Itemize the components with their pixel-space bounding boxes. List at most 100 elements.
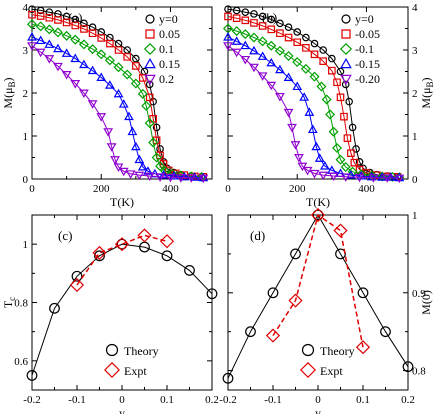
data-point	[36, 12, 45, 20]
data-point	[224, 12, 232, 21]
data-point	[368, 174, 379, 183]
data-point	[402, 361, 414, 373]
data-point	[80, 19, 88, 28]
y-axis-label-main: M(0)	[419, 290, 433, 315]
data-point	[87, 65, 98, 75]
y-tick-label: 0.6	[14, 356, 28, 368]
data-point	[302, 33, 310, 42]
x-tick-label: 400	[358, 183, 375, 195]
data-point	[332, 143, 343, 154]
data-point	[80, 25, 88, 33]
y-axis-label: Tc	[1, 297, 17, 308]
data-point	[61, 71, 72, 80]
data-point	[113, 163, 124, 173]
data-point	[283, 72, 294, 81]
data-point	[257, 72, 268, 81]
data-point	[352, 145, 360, 153]
legend-marker	[143, 42, 157, 56]
legend-label: y=0	[355, 12, 374, 26]
data-point	[134, 171, 145, 181]
x-tick-label: -0.1	[68, 394, 85, 406]
data-point	[179, 171, 190, 181]
data-point	[275, 64, 285, 74]
data-point	[148, 137, 159, 148]
series-line	[227, 8, 398, 178]
data-point	[267, 15, 276, 24]
data-point	[45, 13, 54, 22]
data-point	[309, 71, 320, 82]
data-point	[288, 293, 303, 308]
data-point	[144, 172, 155, 182]
x-tick-label: 0	[315, 394, 321, 406]
data-point	[62, 18, 71, 27]
y-axis-label: M(μB)	[419, 77, 435, 108]
series-line	[31, 45, 204, 179]
legend-marker	[301, 343, 315, 357]
x-axis-label: T(K)	[306, 195, 330, 209]
data-point	[310, 207, 326, 223]
data-point	[328, 126, 339, 137]
y-axis-label: M(0)	[419, 290, 433, 315]
data-point	[333, 78, 341, 87]
data-point	[94, 250, 105, 262]
y-tick-label: 0	[412, 174, 418, 186]
data-point	[276, 29, 284, 38]
data-point	[394, 174, 405, 184]
data-point	[53, 43, 63, 53]
data-point	[155, 173, 165, 182]
data-point	[245, 326, 256, 338]
data-point	[297, 162, 308, 172]
data-point	[103, 128, 114, 137]
data-point	[156, 151, 164, 160]
y-tick-label: 2	[412, 88, 418, 100]
data-point	[116, 238, 128, 250]
data-point	[184, 265, 195, 276]
data-point	[141, 100, 152, 111]
data-point	[290, 141, 301, 150]
data-point	[328, 66, 336, 75]
legend-label: Theory	[124, 344, 159, 358]
data-point	[231, 36, 242, 45]
data-point	[106, 39, 114, 48]
data-point	[138, 74, 147, 82]
y-tick-label: 0.8	[14, 298, 28, 310]
data-point	[266, 57, 277, 67]
data-point	[69, 277, 85, 293]
data-point	[96, 49, 107, 60]
y-tick-label: 1	[412, 131, 418, 143]
data-point	[266, 40, 277, 51]
data-point	[159, 234, 175, 249]
y-axis-label-end: )	[1, 77, 15, 81]
data-point	[250, 19, 258, 27]
legend-label: -0.20	[355, 72, 380, 86]
x-tick-label: 200	[93, 183, 110, 195]
data-point	[232, 6, 241, 15]
data-point	[266, 81, 277, 91]
legend-marker	[104, 362, 120, 378]
data-point	[340, 112, 348, 121]
data-point	[198, 172, 209, 182]
data-point	[145, 93, 154, 102]
x-axis-label: T(K)	[110, 195, 134, 209]
data-point	[36, 6, 45, 15]
data-point	[26, 19, 38, 30]
x-tick-label: 200	[289, 183, 306, 195]
x-tick-label: 0	[29, 183, 35, 195]
data-point	[312, 209, 324, 221]
data-point	[314, 153, 325, 162]
data-point	[123, 53, 131, 61]
data-point	[302, 44, 310, 52]
y-tick-label: 1	[23, 239, 29, 251]
data-point	[283, 51, 294, 62]
data-point	[134, 154, 145, 164]
panel-d: -0.2 -0.1 0 0.1 0.2 0.8 0.9 1 y M(0) (d) Theory Expt	[219, 207, 433, 414]
data-point	[53, 62, 63, 72]
x-tick-label: 0.1	[160, 394, 174, 406]
data-point	[355, 340, 371, 355]
data-point	[341, 80, 350, 89]
data-point	[114, 46, 123, 54]
data-point	[240, 55, 251, 65]
data-point	[347, 166, 358, 177]
